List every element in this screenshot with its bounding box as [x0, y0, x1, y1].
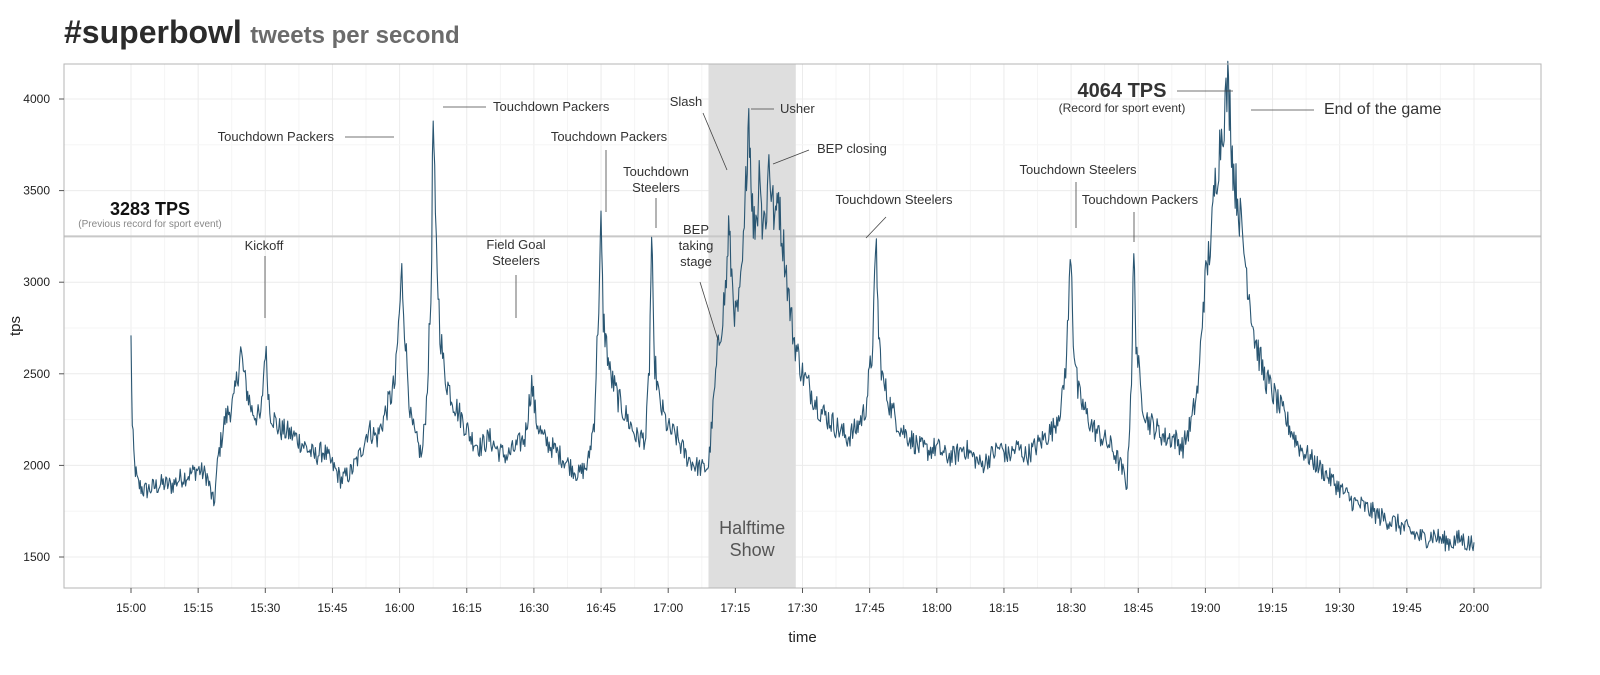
x-tick-label: 18:45 — [1123, 601, 1153, 615]
grid-lines — [64, 64, 1541, 588]
x-tick-label: 17:00 — [653, 601, 683, 615]
axes-layer: 15:00 15:15 15:30 15:45 16:00 16:15 16:30 16:45… — [7, 63, 1542, 646]
record-caption: (Record for sport event) — [1059, 101, 1186, 115]
halftime-label: Halftime — [719, 518, 785, 538]
x-tick-label: 15:45 — [317, 601, 347, 615]
y-tick-label: 1500 — [23, 550, 50, 564]
x-tick-label: 19:15 — [1258, 601, 1288, 615]
x-tick-label: 16:00 — [385, 601, 415, 615]
annotation-leader — [772, 149, 810, 165]
annotation-label: Touchdown Packers — [551, 129, 668, 144]
record-value-label: 4064 TPS — [1078, 80, 1167, 102]
x-tick-label: 15:15 — [183, 601, 213, 615]
annotation-label: Usher — [780, 101, 815, 116]
annotation-label: Kickoff — [245, 238, 284, 253]
annotation-label: BEP closing — [817, 141, 887, 156]
previous-record-caption: (Previous record for sport event) — [78, 219, 221, 230]
y-axis-title: tps — [7, 316, 24, 336]
series-line-tps — [130, 60, 1475, 552]
annotation-label: End of the game — [1324, 101, 1442, 118]
x-tick-label: 17:15 — [720, 601, 750, 615]
chart-title: #superbowl — [64, 14, 242, 50]
x-tick-label: 16:30 — [519, 601, 549, 615]
chart-title-block: #superbowl tweets per second — [64, 14, 460, 51]
x-tick-label: 19:45 — [1392, 601, 1422, 615]
y-tick-label: 4000 — [23, 92, 50, 106]
annotation-label: Touchdown Packers — [493, 99, 610, 114]
annotation-leader — [702, 112, 728, 171]
x-tick-label: 17:30 — [787, 601, 817, 615]
annotation-label: Touchdown — [623, 164, 689, 179]
x-tick-label: 19:30 — [1325, 601, 1355, 615]
annotation-label: stage — [680, 254, 712, 269]
annotation-label: Slash — [670, 94, 703, 109]
halftime-band — [708, 64, 796, 588]
annotation-label: BEP — [683, 222, 709, 237]
x-axis-title: time — [788, 629, 816, 646]
previous-record-value: 3283 TPS — [110, 199, 190, 219]
x-tick-label: 15:00 — [116, 601, 146, 615]
annotation-label: Touchdown Packers — [1082, 192, 1199, 207]
x-tick-label: 15:30 — [250, 601, 280, 615]
annotation-label: Touchdown Steelers — [1019, 162, 1137, 177]
x-tick-label: 16:45 — [586, 601, 616, 615]
previous-record-line: 3283 TPS(Previous record for sport event… — [64, 199, 1541, 238]
annotation-label: Field Goal — [486, 237, 545, 252]
annotation-label: Steelers — [632, 180, 680, 195]
annotation-label: Steelers — [492, 253, 540, 268]
series-layer — [130, 60, 1475, 552]
x-tick-label: 18:00 — [922, 601, 952, 615]
x-tick-label: 18:15 — [989, 601, 1019, 615]
annotation-label: Touchdown Steelers — [835, 192, 953, 207]
x-tick-label: 18:30 — [1056, 601, 1086, 615]
y-tick-label: 3500 — [23, 184, 50, 198]
annotation-label: taking — [679, 238, 714, 253]
annotation-leader — [699, 281, 719, 341]
y-tick-label: 3000 — [23, 275, 50, 289]
x-tick-label: 17:45 — [855, 601, 885, 615]
annotations-layer: Kickoff Touchdown Packers Touchdown Packer… — [218, 80, 1442, 341]
annotation-label: Touchdown Packers — [218, 129, 335, 144]
x-tick-label: 20:00 — [1459, 601, 1489, 615]
annotation-leader — [865, 216, 887, 239]
halftime-label: Show — [730, 540, 776, 560]
y-tick-label: 2000 — [23, 458, 50, 472]
x-tick-label: 19:00 — [1190, 601, 1220, 615]
y-tick-label: 2500 — [23, 367, 50, 381]
chart-subtitle: tweets per second — [250, 22, 460, 49]
x-tick-label: 16:15 — [452, 601, 482, 615]
